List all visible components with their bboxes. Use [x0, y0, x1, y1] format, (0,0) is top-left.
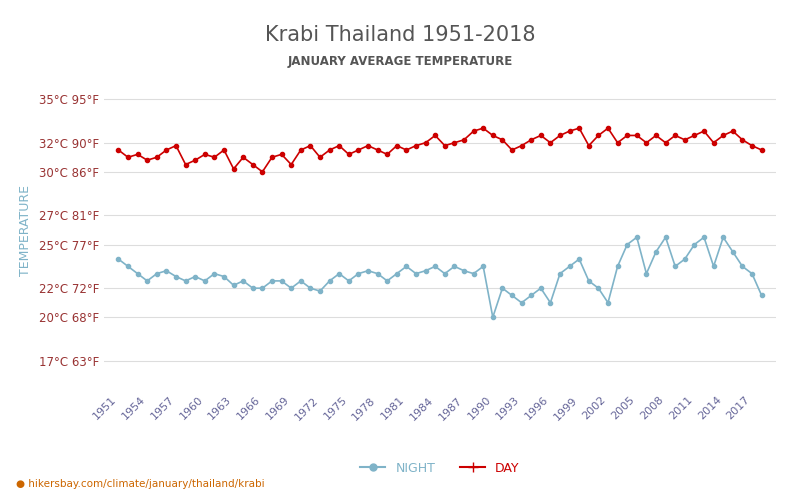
- Text: ● hikersbay.com/climate/january/thailand/krabi: ● hikersbay.com/climate/january/thailand…: [16, 479, 265, 489]
- Y-axis label: TEMPERATURE: TEMPERATURE: [19, 184, 32, 276]
- Text: Krabi Thailand 1951-2018: Krabi Thailand 1951-2018: [265, 25, 535, 45]
- Legend: NIGHT, DAY: NIGHT, DAY: [355, 457, 525, 480]
- Text: JANUARY AVERAGE TEMPERATURE: JANUARY AVERAGE TEMPERATURE: [287, 55, 513, 68]
